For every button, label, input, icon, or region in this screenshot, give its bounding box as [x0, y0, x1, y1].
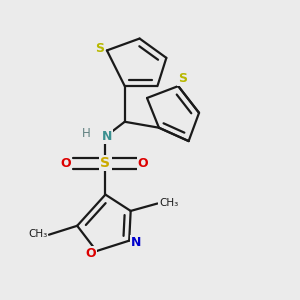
Text: S: S [100, 156, 110, 170]
Text: O: O [138, 157, 148, 170]
Text: O: O [86, 247, 97, 260]
Text: S: S [178, 72, 187, 85]
Text: CH₃: CH₃ [28, 229, 47, 239]
Text: H: H [82, 127, 91, 140]
Text: CH₃: CH₃ [159, 198, 178, 208]
Text: O: O [61, 157, 71, 170]
Text: N: N [130, 236, 141, 249]
Text: S: S [95, 42, 104, 56]
Text: N: N [102, 130, 112, 143]
